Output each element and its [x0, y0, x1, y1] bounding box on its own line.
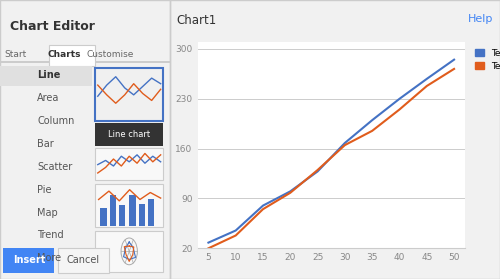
- Bar: [138, 204, 145, 226]
- Bar: [110, 195, 116, 226]
- Text: Chart1: Chart1: [176, 14, 217, 27]
- Text: Chart Editor: Chart Editor: [10, 20, 95, 33]
- Text: More: More: [38, 253, 62, 263]
- Bar: [50, 45, 95, 66]
- Bar: [95, 184, 163, 227]
- Text: Scatter: Scatter: [38, 162, 72, 172]
- Bar: [95, 68, 163, 121]
- Text: Line: Line: [38, 70, 61, 80]
- Text: Customise: Customise: [87, 50, 134, 59]
- Text: Pie: Pie: [38, 185, 52, 195]
- Text: Start: Start: [4, 50, 26, 59]
- Text: Bar: Bar: [38, 139, 54, 149]
- Bar: [100, 208, 107, 226]
- Bar: [95, 123, 163, 146]
- Text: Area: Area: [38, 93, 60, 103]
- Text: Line chart: Line chart: [108, 130, 150, 139]
- Bar: [129, 195, 136, 226]
- Text: Cancel: Cancel: [66, 255, 100, 265]
- Bar: [148, 199, 154, 226]
- Text: Charts: Charts: [48, 50, 82, 59]
- Bar: [0, 61, 170, 63]
- Text: Map: Map: [38, 208, 58, 218]
- Text: Insert: Insert: [12, 255, 45, 265]
- Bar: [58, 248, 109, 273]
- Legend: Team A, Team B: Team A, Team B: [472, 46, 500, 73]
- Bar: [4, 248, 54, 273]
- Bar: [95, 148, 163, 180]
- Text: Trend: Trend: [38, 230, 64, 240]
- Bar: [95, 231, 163, 272]
- Text: Help: Help: [468, 14, 493, 24]
- Bar: [0, 66, 92, 86]
- Bar: [119, 205, 126, 226]
- Text: Column: Column: [38, 116, 75, 126]
